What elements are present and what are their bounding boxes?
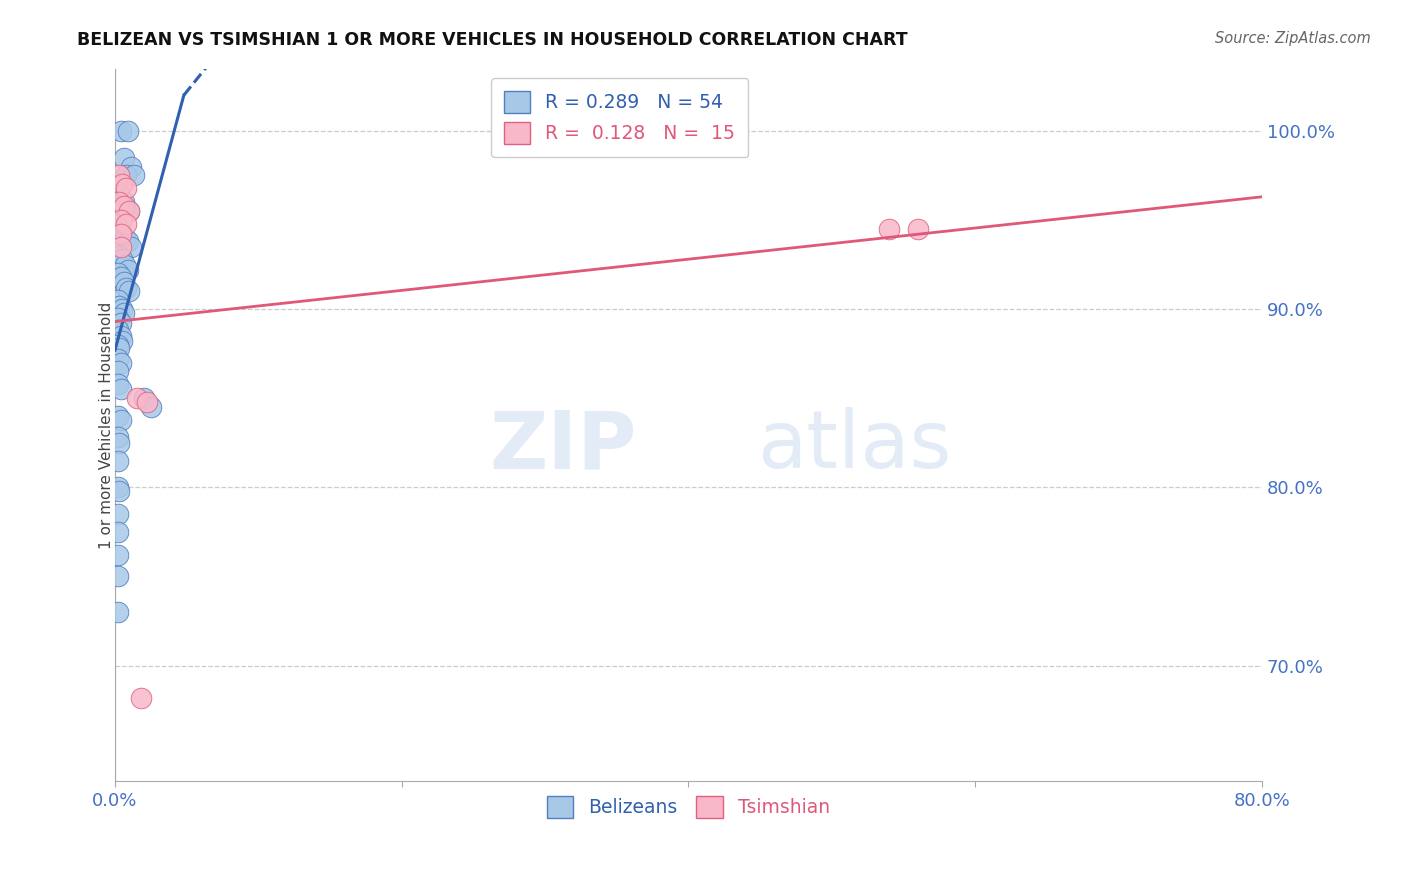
Point <box>110 240 132 254</box>
Point <box>111 334 134 348</box>
Point <box>112 276 135 290</box>
Point <box>108 341 131 355</box>
Point <box>115 281 138 295</box>
Point <box>112 151 135 165</box>
Point <box>117 124 139 138</box>
Point <box>112 195 135 210</box>
Point <box>107 430 129 444</box>
Point <box>111 178 134 192</box>
Point <box>115 217 138 231</box>
Point <box>110 317 132 331</box>
Text: Source: ZipAtlas.com: Source: ZipAtlas.com <box>1215 31 1371 46</box>
Point <box>107 293 129 308</box>
Point <box>114 258 136 272</box>
Point <box>107 409 129 423</box>
Point <box>110 412 132 426</box>
Point <box>110 270 132 285</box>
Point <box>117 263 139 277</box>
Point <box>107 480 129 494</box>
Point <box>135 394 157 409</box>
Point <box>112 306 135 320</box>
Point <box>117 235 139 249</box>
Point <box>115 181 138 195</box>
Point <box>122 169 145 183</box>
Point <box>120 160 142 174</box>
Y-axis label: 1 or more Vehicles in Household: 1 or more Vehicles in Household <box>100 301 114 549</box>
Point <box>107 524 129 539</box>
Point <box>107 548 129 562</box>
Point <box>108 249 131 263</box>
Point <box>877 222 900 236</box>
Point <box>111 302 134 317</box>
Point <box>108 222 131 236</box>
Point <box>107 311 129 326</box>
Text: BELIZEAN VS TSIMSHIAN 1 OR MORE VEHICLES IN HOUSEHOLD CORRELATION CHART: BELIZEAN VS TSIMSHIAN 1 OR MORE VEHICLES… <box>77 31 908 49</box>
Point <box>107 267 129 281</box>
Point <box>907 222 929 236</box>
Point <box>107 351 129 366</box>
Point <box>108 169 131 183</box>
Point <box>107 323 129 337</box>
Point <box>110 213 132 227</box>
Point <box>120 240 142 254</box>
Point <box>125 391 148 405</box>
Point <box>108 299 131 313</box>
Point <box>107 364 129 378</box>
Point <box>132 391 155 405</box>
Text: ZIP: ZIP <box>489 408 637 485</box>
Point <box>110 382 132 396</box>
Point <box>107 376 129 391</box>
Point <box>118 285 141 299</box>
Point <box>108 435 131 450</box>
Point <box>112 199 135 213</box>
Point <box>110 124 132 138</box>
Point <box>111 227 134 242</box>
Point <box>118 204 141 219</box>
Point <box>115 169 138 183</box>
Point <box>129 690 152 705</box>
Point <box>108 483 131 498</box>
Point <box>110 355 132 369</box>
Point <box>139 400 162 414</box>
Point <box>107 337 129 351</box>
Legend: Belizeans, Tsimshian: Belizeans, Tsimshian <box>540 789 837 825</box>
Point <box>115 204 138 219</box>
Point <box>107 453 129 467</box>
Point <box>108 195 131 210</box>
Text: atlas: atlas <box>758 408 952 485</box>
Point <box>110 328 132 343</box>
Point <box>107 569 129 583</box>
Point <box>108 186 131 201</box>
Point <box>107 507 129 521</box>
Point <box>111 252 134 267</box>
Point <box>110 227 132 242</box>
Point <box>107 605 129 619</box>
Point <box>118 204 141 219</box>
Point <box>114 231 136 245</box>
